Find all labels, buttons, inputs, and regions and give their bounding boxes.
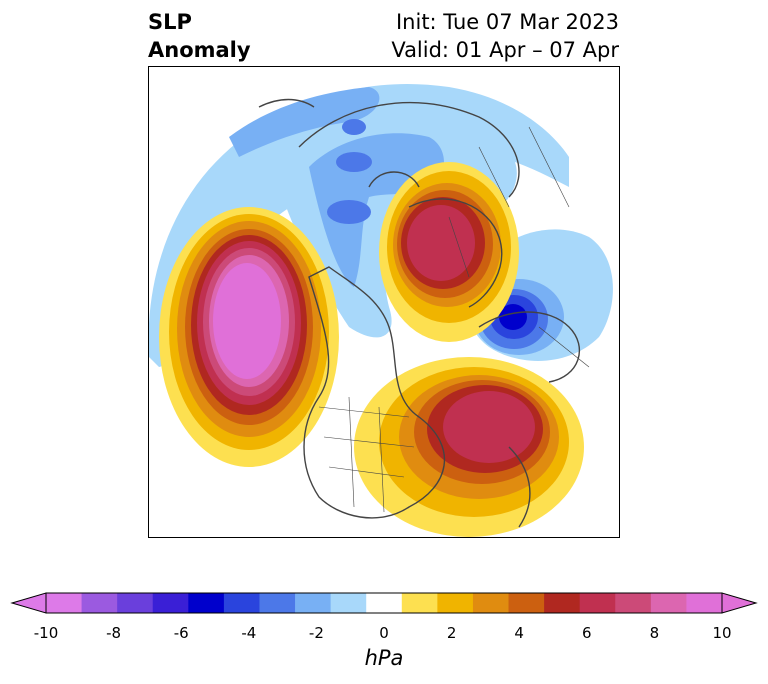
colorbar-tick-label: 10 [712, 624, 732, 642]
colorbar-tick-label: -6 [173, 624, 189, 642]
colorbar-tick-label: 6 [582, 624, 592, 642]
colorbar-cell [259, 593, 296, 613]
colorbar-tick-label: 8 [649, 624, 660, 642]
contour-pacific-9 [213, 263, 281, 379]
contour-arctic-core-3 [342, 119, 366, 135]
colorbar-tick-label: -8 [106, 624, 122, 642]
colorbar-cell [579, 593, 616, 613]
colorbar-outline [45, 592, 723, 614]
title-type: Anomaly [148, 38, 251, 62]
colorbar-extend-low [10, 592, 47, 614]
colorbar-cell [650, 593, 687, 613]
anomaly-map [149, 83, 613, 537]
colorbar-tick-label: -4 [241, 624, 257, 642]
colorbar-tick-label: 2 [446, 624, 457, 642]
colorbar [10, 592, 758, 614]
colorbar-tick-label: -10 [33, 624, 59, 642]
colorbar-cell [81, 593, 118, 613]
map-panel [148, 66, 620, 538]
colorbar-unit-label: hPa [364, 646, 404, 670]
colorbar-cells [46, 593, 723, 613]
colorbar-cell [223, 593, 260, 613]
contour-europe-6 [407, 205, 475, 281]
title-variable: SLP [148, 10, 192, 34]
colorbar-cell [508, 593, 545, 613]
colorbar-cell [472, 593, 510, 613]
colorbar-cell [152, 593, 189, 613]
colorbar-tick-label: 4 [514, 624, 524, 642]
contour-arctic-core-2 [327, 200, 371, 224]
colorbar-cell [188, 593, 225, 613]
contour-ring-mid [229, 87, 380, 157]
colorbar-cell [366, 593, 403, 613]
colorbar-cell [295, 593, 332, 613]
colorbar-tick-label: 0 [379, 624, 389, 642]
colorbar-extend-high [721, 592, 758, 614]
contour-siberia-5 [499, 304, 527, 330]
colorbar-cell [330, 593, 367, 613]
colorbar-cell [437, 593, 474, 613]
title-left: SLP Anomaly [148, 8, 251, 64]
contour-arctic-mid [309, 133, 444, 287]
colorbar-cell [686, 593, 723, 613]
colorbar-tick-label: -2 [308, 624, 324, 642]
colorbar-cell [544, 593, 581, 613]
contour-ring-low [149, 83, 569, 367]
colorbar-cell [46, 593, 83, 613]
init-date: Init: Tue 07 Mar 2023 [395, 10, 619, 34]
colorbar-cell [401, 593, 438, 613]
contour-arctic-core-1 [336, 152, 372, 172]
contour-atlantic-6 [443, 391, 535, 463]
valid-range: Valid: 01 Apr – 07 Apr [391, 38, 619, 62]
title-right: Init: Tue 07 Mar 2023 Valid: 01 Apr – 07… [391, 8, 619, 64]
colorbar-tick-labels: -10 -8 -6 -4 -2 0 2 4 6 8 10 [0, 624, 768, 644]
coastlines [258, 98, 580, 528]
colorbar-cell [117, 593, 154, 613]
colorbar-cell [615, 593, 652, 613]
political-borders [318, 126, 590, 513]
